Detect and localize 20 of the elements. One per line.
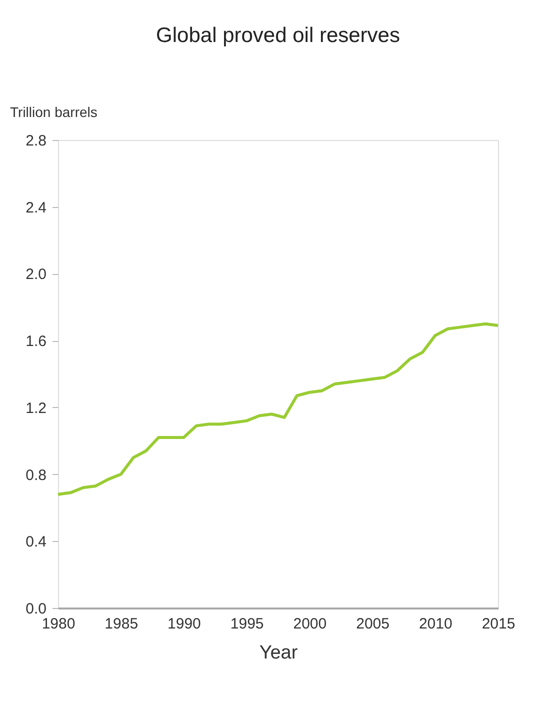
x-tick-label: 1995 (230, 616, 264, 632)
y-tick-label: 2.8 (26, 132, 46, 150)
y-tick-label: 0.4 (26, 534, 46, 551)
y-tick-label: 2.4 (26, 199, 46, 216)
x-axis-title: Year (259, 642, 298, 664)
y-tick-label: 2.0 (26, 266, 46, 284)
chart-title: Global proved oil reserves (156, 24, 400, 47)
x-tick-label: 1985 (104, 616, 138, 632)
x-tick-label: 1980 (42, 616, 76, 632)
x-tick-label: 1990 (168, 616, 201, 632)
line-series (56, 322, 500, 496)
y-tick-label: 0.8 (26, 466, 46, 484)
y-tick-label: 1.2 (26, 400, 46, 417)
y-tick-label: 1.6 (26, 333, 46, 350)
y-tick-label: 0.0 (26, 600, 46, 618)
x-tick-label: 2000 (293, 616, 327, 632)
x-tick-label: 2015 (482, 616, 516, 632)
x-tick-label: 2005 (356, 616, 390, 632)
x-tick-label: 2010 (418, 616, 452, 632)
y-axis-title: Trillion barrels (10, 104, 98, 120)
